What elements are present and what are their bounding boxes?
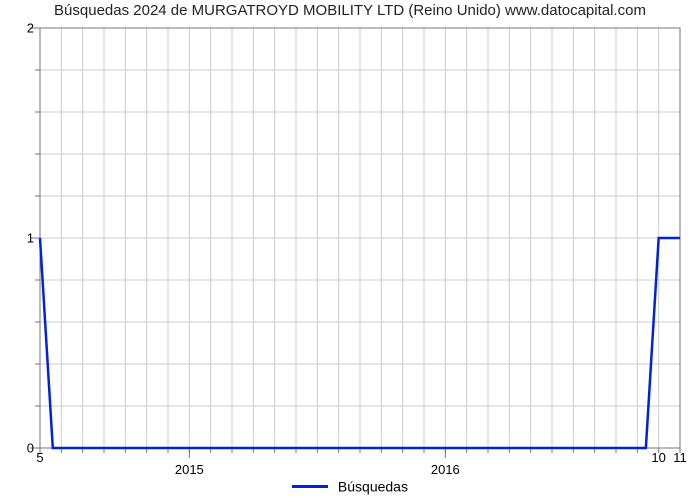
- plot-area: 012 2015201651011: [40, 28, 680, 448]
- legend-label: Búsquedas: [338, 478, 408, 494]
- chart-container: Búsquedas 2024 de MURGATROYD MOBILITY LT…: [0, 0, 700, 500]
- x-year-label: 2016: [431, 462, 460, 477]
- x-end-label: 10: [651, 450, 665, 465]
- x-end-label: 5: [36, 450, 43, 465]
- y-tick-label: 1: [27, 231, 34, 246]
- x-year-label: 2015: [175, 462, 204, 477]
- legend: Búsquedas: [0, 477, 700, 494]
- chart-title: Búsquedas 2024 de MURGATROYD MOBILITY LT…: [0, 2, 700, 19]
- chart-svg: [40, 28, 680, 448]
- x-end-label: 11: [673, 450, 687, 465]
- y-tick-label: 2: [27, 21, 34, 36]
- y-tick-label: 0: [27, 441, 34, 456]
- legend-swatch: [292, 485, 328, 488]
